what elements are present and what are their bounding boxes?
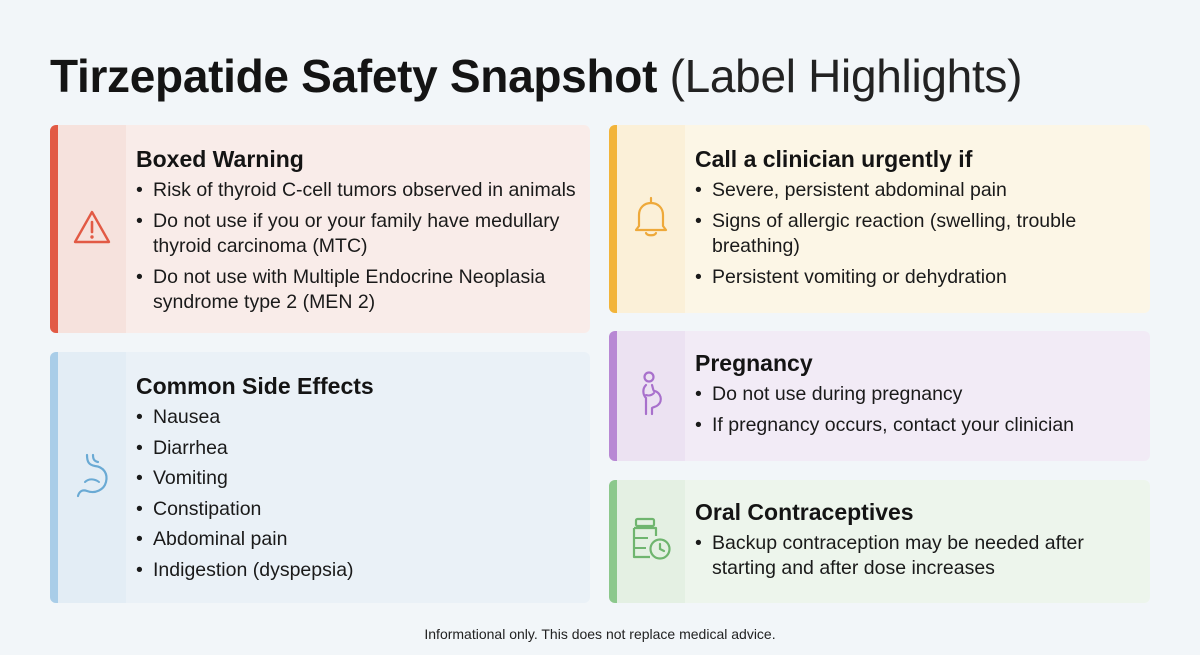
- title-main: Tirzepatide Safety Snapshot: [50, 50, 658, 102]
- list-item: Persistent vomiting or dehydration: [695, 265, 1150, 290]
- card-heading: Oral Contraceptives: [695, 499, 914, 525]
- card-heading: Call a clinician urgently if: [695, 146, 973, 172]
- list-item: Nausea: [136, 405, 590, 430]
- stomach-icon: [73, 452, 111, 503]
- list-item: Abdominal pain: [136, 527, 590, 552]
- list-item: Backup contraception may be needed after…: [695, 531, 1150, 581]
- card-accent-stripe: [609, 331, 617, 461]
- card-accent-stripe: [50, 125, 58, 333]
- card-list: Risk of thyroid C-cell tumors observed i…: [136, 178, 590, 315]
- disclaimer-footer: Informational only. This does not replac…: [424, 626, 776, 642]
- list-item: Do not use if you or your family have me…: [136, 209, 590, 259]
- urgent-card: Call a clinician urgently if Severe, per…: [609, 125, 1150, 313]
- oral-contraceptives-card: Oral Contraceptives Backup contraception…: [609, 480, 1150, 603]
- side-effects-card: Common Side Effects Nausea Diarrhea Vomi…: [50, 352, 590, 603]
- card-list: Do not use during pregnancy If pregnancy…: [695, 382, 1150, 438]
- warning-triangle-icon: [72, 209, 112, 250]
- bell-icon: [631, 196, 671, 243]
- card-heading: Boxed Warning: [136, 146, 304, 172]
- list-item: Constipation: [136, 497, 590, 522]
- list-item: Severe, persistent abdominal pain: [695, 178, 1150, 203]
- card-heading: Pregnancy: [695, 350, 813, 376]
- list-item: Do not use during pregnancy: [695, 382, 1150, 407]
- card-accent-stripe: [609, 480, 617, 603]
- pregnancy-card: Pregnancy Do not use during pregnancy If…: [609, 331, 1150, 461]
- boxed-warning-card: Boxed Warning Risk of thyroid C-cell tum…: [50, 125, 590, 333]
- list-item: Signs of allergic reaction (swelling, tr…: [695, 209, 1150, 259]
- title-sub: (Label Highlights): [669, 50, 1023, 102]
- list-item: Vomiting: [136, 466, 590, 491]
- page-title: Tirzepatide Safety Snapshot (Label Highl…: [50, 48, 1022, 104]
- list-item: Risk of thyroid C-cell tumors observed i…: [136, 178, 590, 203]
- card-list: Severe, persistent abdominal pain Signs …: [695, 178, 1150, 290]
- list-item: If pregnancy occurs, contact your clinic…: [695, 413, 1150, 438]
- list-item: Diarrhea: [136, 436, 590, 461]
- card-accent-stripe: [50, 352, 58, 603]
- list-item: Do not use with Multiple Endocrine Neopl…: [136, 265, 590, 315]
- pregnant-person-icon: [634, 370, 668, 422]
- card-accent-stripe: [609, 125, 617, 313]
- card-list: Nausea Diarrhea Vomiting Constipation Ab…: [136, 405, 590, 583]
- card-heading: Common Side Effects: [136, 373, 374, 399]
- card-list: Backup contraception may be needed after…: [695, 531, 1150, 581]
- pill-bottle-clock-icon: [628, 516, 674, 567]
- list-item: Indigestion (dyspepsia): [136, 558, 590, 583]
